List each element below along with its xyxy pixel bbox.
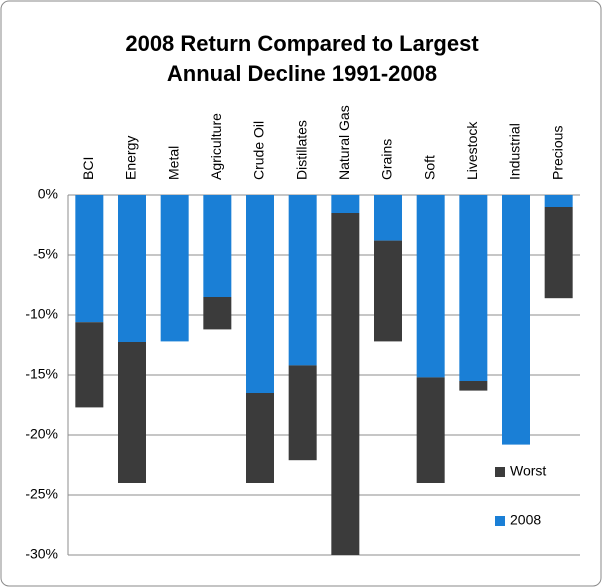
x-tick-label: BCI bbox=[80, 157, 96, 180]
x-tick-label: Metal bbox=[165, 146, 181, 180]
bar-segment bbox=[246, 195, 274, 393]
x-tick-label: Distillates bbox=[293, 120, 309, 180]
legend-label: Worst bbox=[510, 463, 546, 479]
bar-segment bbox=[544, 207, 573, 299]
x-tick-label: Precious bbox=[549, 126, 565, 180]
legend-swatch bbox=[495, 516, 505, 526]
x-tick-label: Grains bbox=[379, 139, 395, 180]
x-tick-label: Energy bbox=[123, 136, 139, 180]
x-tick-label: Natural Gas bbox=[336, 105, 352, 180]
bar-segment bbox=[75, 322, 104, 408]
x-tick-label: Livestock bbox=[464, 121, 480, 180]
bar-segment bbox=[288, 195, 317, 366]
y-tick-label: 0% bbox=[38, 186, 58, 202]
bar-segment bbox=[246, 393, 274, 483]
y-tick-label: -10% bbox=[25, 306, 58, 322]
bar-segment bbox=[203, 195, 232, 297]
y-tick-label: -15% bbox=[25, 366, 58, 382]
x-tick-label: Industrial bbox=[507, 123, 523, 180]
legend-label: 2008 bbox=[510, 512, 541, 528]
bar-segment bbox=[502, 195, 530, 445]
bar-segment bbox=[459, 381, 488, 391]
bar-segment bbox=[75, 195, 104, 323]
bar-segment bbox=[118, 342, 146, 483]
y-tick-label: -30% bbox=[25, 546, 58, 562]
bar-segment bbox=[118, 195, 146, 342]
chart-title: 2008 Return Compared to Largest Annual De… bbox=[125, 31, 479, 86]
y-tick-label: -5% bbox=[33, 246, 58, 262]
bar-segment bbox=[459, 195, 488, 381]
bar-segment bbox=[160, 195, 189, 342]
bar-segment bbox=[416, 195, 445, 378]
x-tick-label: Crude Oil bbox=[251, 121, 267, 180]
bar-segment bbox=[331, 195, 360, 213]
y-tick-label: -20% bbox=[25, 426, 58, 442]
bar-segment bbox=[374, 195, 402, 241]
bar-segment bbox=[331, 213, 360, 555]
legend-swatch bbox=[495, 467, 505, 477]
bar-segment bbox=[416, 377, 445, 483]
bar-segment bbox=[544, 195, 573, 207]
bar-segment bbox=[203, 297, 232, 330]
bar-segment bbox=[374, 240, 402, 342]
x-tick-label: Soft bbox=[421, 155, 437, 180]
x-tick-label: Agriculture bbox=[208, 113, 224, 180]
bar-segment bbox=[288, 365, 317, 461]
y-tick-label: -25% bbox=[25, 486, 58, 502]
